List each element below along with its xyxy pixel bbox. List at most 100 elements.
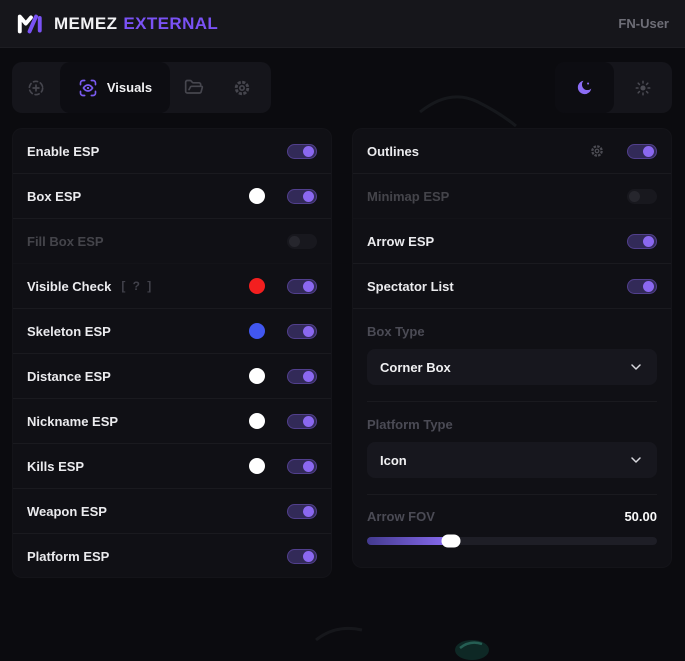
brand-logo-icon [17, 14, 42, 33]
color-swatch[interactable] [249, 413, 265, 429]
toggle-switch[interactable] [287, 233, 317, 249]
toggle-knob [303, 280, 314, 292]
toggle-knob [643, 280, 654, 292]
tab-visuals[interactable]: Visuals [60, 62, 170, 113]
row-outlines: Outlines [353, 129, 671, 174]
color-swatch[interactable] [249, 278, 265, 294]
toggle-knob [303, 190, 314, 202]
theme-toggle-group [555, 62, 672, 113]
toggle-switch[interactable] [287, 143, 317, 159]
row-platform-esp: Platform ESP [13, 534, 331, 579]
eye-scan-icon [79, 79, 97, 96]
toggle-knob [303, 325, 314, 337]
arrow-fov-value: 50.00 [624, 509, 657, 524]
chevron-down-icon [628, 359, 644, 375]
divider [367, 494, 657, 495]
toggle-switch[interactable] [287, 503, 317, 519]
toggle-knob [643, 145, 654, 157]
toggle-switch[interactable] [627, 188, 657, 204]
toggle-switch[interactable] [287, 458, 317, 474]
setting-label: Platform ESP [27, 549, 110, 564]
row-visible-check: Visible Check [ ? ] [13, 264, 331, 309]
box-type-dropdown[interactable]: Corner Box [367, 349, 657, 385]
row-nickname-esp: Nickname ESP [13, 399, 331, 444]
platform-type-value: Icon [380, 452, 407, 468]
box-type-section: Box Type Corner Box [353, 324, 671, 402]
row-kills-esp: Kills ESP [13, 444, 331, 489]
toggle-switch[interactable] [287, 323, 317, 339]
divider [367, 401, 657, 402]
brand-primary: MEMEZ [54, 13, 118, 33]
outlines-settings-button[interactable] [589, 143, 605, 159]
color-swatch[interactable] [249, 188, 265, 204]
setting-label: Skeleton ESP [27, 323, 111, 339]
esp-options-panel: Outlines Minimap ESP Arrow ESP Spectator… [352, 128, 672, 568]
toggle-switch[interactable] [627, 233, 657, 249]
platform-type-label: Platform Type [367, 417, 453, 432]
setting-label: Kills ESP [27, 458, 85, 474]
toggle-knob [303, 551, 314, 562]
arrow-fov-section: Arrow FOV 50.00 [353, 509, 671, 548]
chevron-down-icon [628, 452, 644, 468]
toggle-knob [303, 505, 314, 517]
toggle-knob [289, 235, 300, 247]
theme-dark-button[interactable] [555, 62, 614, 113]
moon-icon [577, 80, 591, 95]
toggle-knob [303, 370, 314, 382]
toggle-switch[interactable] [627, 143, 657, 159]
setting-label: Minimap ESP [367, 188, 450, 204]
toggle-knob [303, 145, 314, 157]
tab-aimbot[interactable] [12, 62, 60, 113]
username-label: FN-User [618, 16, 669, 31]
row-weapon-esp: Weapon ESP [13, 489, 331, 534]
arrow-fov-label: Arrow FOV [367, 509, 435, 524]
arrow-fov-slider[interactable] [367, 534, 657, 548]
toggle-knob [629, 190, 640, 202]
row-distance-esp: Distance ESP [13, 354, 331, 399]
box-type-label: Box Type [367, 324, 425, 339]
app-header: MEMEZ EXTERNAL FN-User [0, 0, 685, 48]
color-swatch[interactable] [249, 368, 265, 384]
toggle-knob [303, 415, 314, 427]
help-hint[interactable]: [ ? ] [121, 279, 154, 293]
row-spectator-list: Spectator List [353, 264, 671, 309]
app-title: MEMEZ EXTERNAL [54, 14, 218, 34]
setting-label: Arrow ESP [367, 233, 435, 249]
slider-handle[interactable] [441, 534, 461, 548]
main-tabbar: Visuals [12, 62, 271, 113]
tab-configs[interactable] [170, 62, 218, 113]
tab-settings[interactable] [218, 62, 266, 113]
row-skeleton-esp: Skeleton ESP [13, 309, 331, 354]
setting-label: Outlines [367, 143, 420, 159]
toggle-switch[interactable] [287, 188, 317, 204]
tab-visuals-label: Visuals [106, 80, 153, 95]
theme-light-button[interactable] [614, 62, 673, 113]
row-arrow-esp: Arrow ESP [353, 219, 671, 264]
toggle-switch[interactable] [287, 413, 317, 429]
toggle-knob [643, 235, 654, 247]
gear-icon [591, 145, 603, 157]
setting-label: Spectator List [367, 278, 454, 294]
row-minimap-esp: Minimap ESP [353, 174, 671, 219]
toggle-switch[interactable] [287, 549, 317, 564]
toggle-switch[interactable] [287, 278, 317, 294]
platform-type-section: Platform Type Icon [353, 417, 671, 495]
esp-settings-panel: Enable ESP Box ESP Fill Box ESP Visible … [12, 128, 332, 578]
toggle-switch[interactable] [627, 278, 657, 294]
setting-label: Enable ESP [27, 143, 100, 159]
setting-label: Nickname ESP [27, 413, 119, 429]
platform-type-dropdown[interactable]: Icon [367, 442, 657, 478]
color-swatch[interactable] [249, 458, 265, 474]
folder-icon [184, 79, 204, 94]
setting-label: Weapon ESP [27, 503, 107, 519]
slider-fill [367, 537, 452, 545]
color-swatch[interactable] [249, 323, 265, 339]
setting-label: Distance ESP [27, 368, 111, 384]
brand-accent: EXTERNAL [123, 13, 219, 33]
row-fill-box-esp: Fill Box ESP [13, 219, 331, 264]
toggle-switch[interactable] [287, 368, 317, 384]
toggle-knob [303, 460, 314, 472]
setting-label: Visible Check [27, 278, 112, 294]
setting-label: Box ESP [27, 188, 82, 204]
setting-label: Fill Box ESP [27, 233, 104, 249]
